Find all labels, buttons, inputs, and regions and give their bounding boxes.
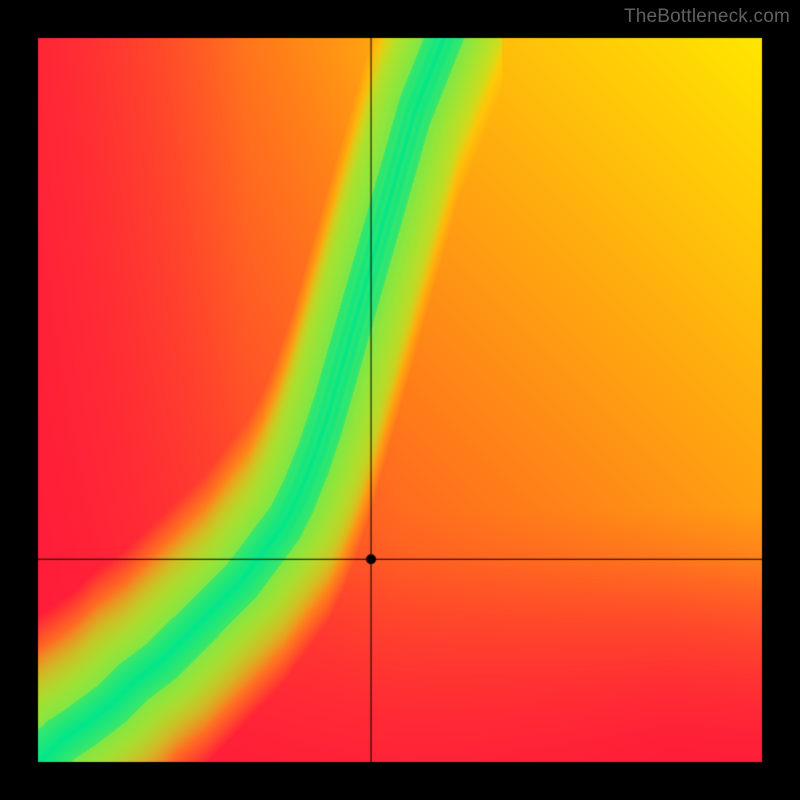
watermark-text: TheBottleneck.com bbox=[624, 6, 790, 28]
chart-container: TheBottleneck.com bbox=[0, 0, 800, 800]
heatmap-canvas bbox=[0, 0, 800, 800]
